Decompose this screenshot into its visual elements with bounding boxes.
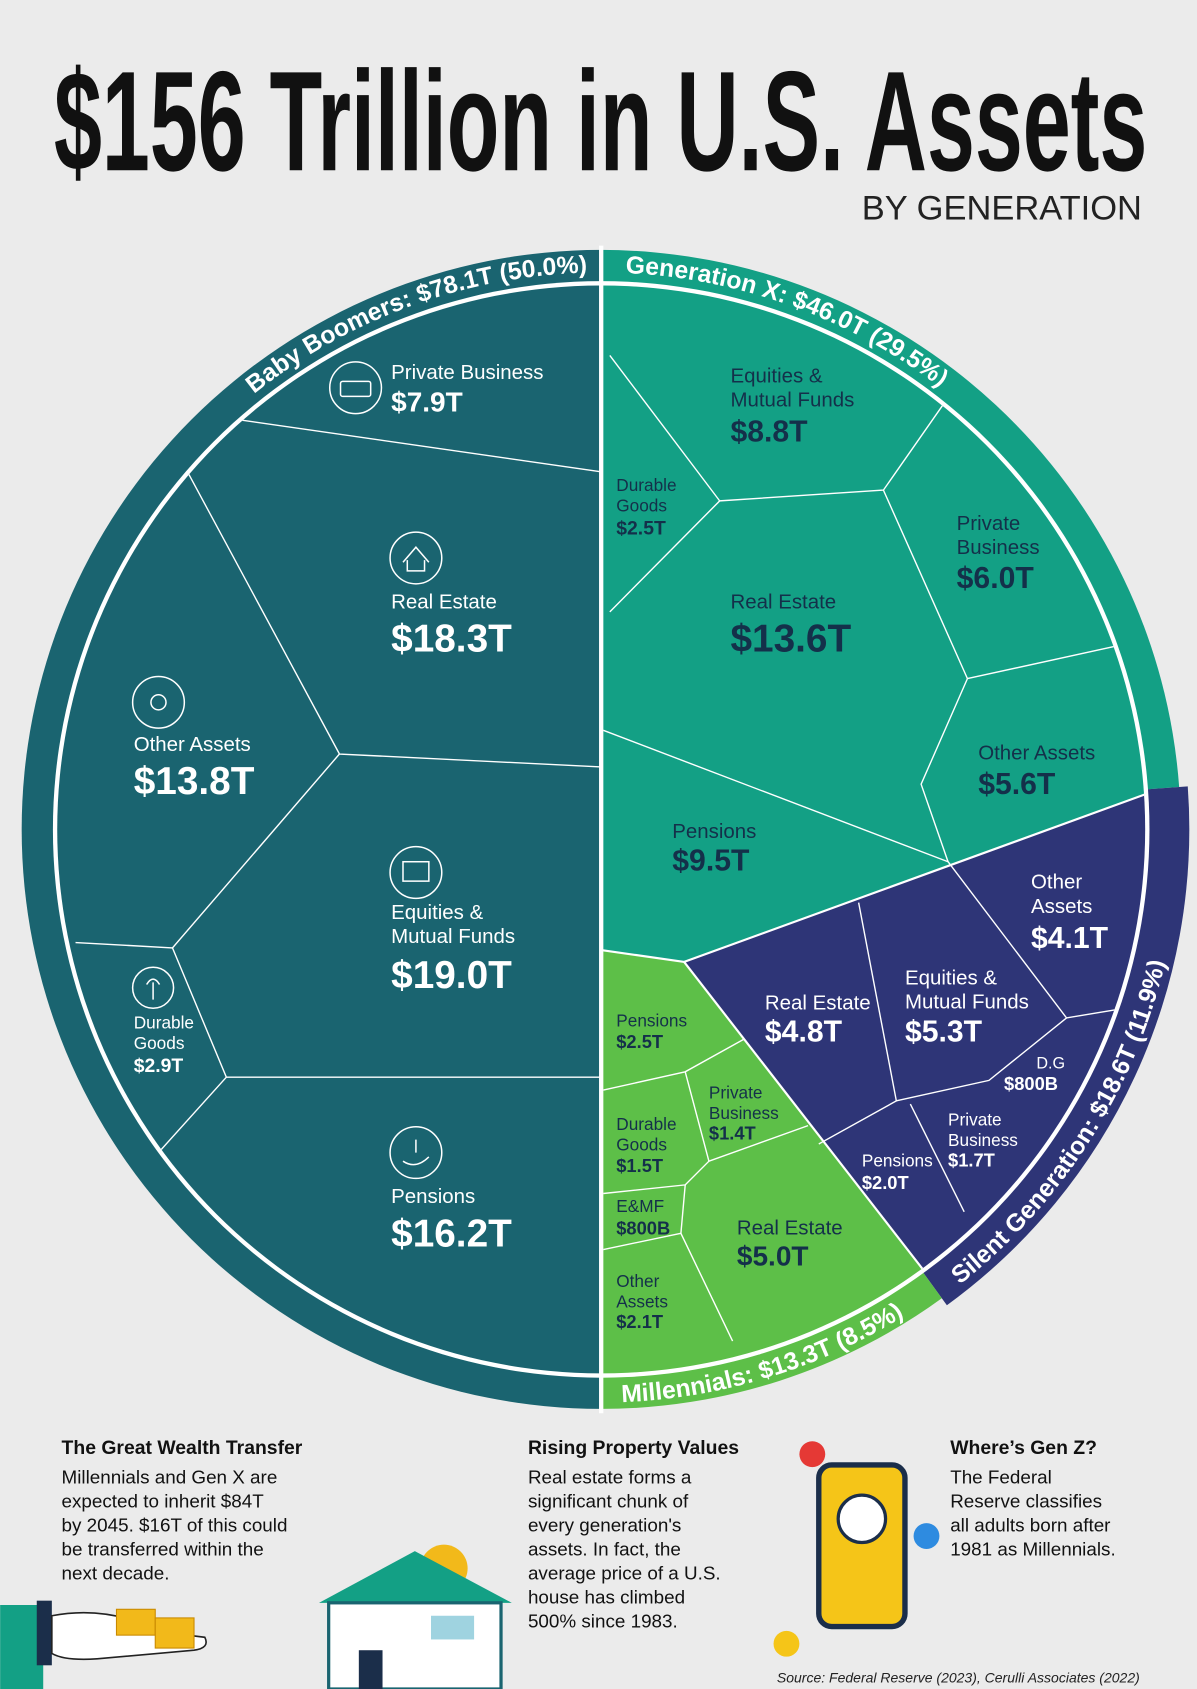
asset-name: Private (709, 1083, 763, 1103)
asset-name: Other Assets (978, 741, 1095, 764)
note-text: average price of a U.S. (528, 1562, 721, 1583)
asset-name: Other Assets (134, 733, 251, 756)
note-text: house has climbed (528, 1586, 685, 1607)
asset-name: Private Business (391, 361, 543, 384)
asset-value: $5.3T (905, 1016, 983, 1049)
asset-name: Goods (616, 1134, 667, 1154)
subtitle: BY GENERATION (862, 190, 1142, 228)
asset-name: Durable (616, 1114, 676, 1134)
asset-name: Assets (616, 1292, 668, 1312)
note-text: by 2045. $16T of this could (62, 1514, 288, 1535)
asset-value: $1.4T (709, 1123, 756, 1144)
asset-name: Pensions (862, 1151, 933, 1171)
asset-value: $4.8T (765, 1016, 843, 1049)
asset-name: D.G (1036, 1055, 1065, 1073)
source: Source: Federal Reserve (2023), Cerulli … (777, 1670, 1140, 1686)
note-title: Rising Property Values (528, 1437, 739, 1459)
asset-name: E&MF (616, 1196, 664, 1216)
note-title: The Great Wealth Transfer (62, 1437, 303, 1459)
asset-value: $6.0T (957, 562, 1035, 595)
title: $156 Trillion in U.S. Assets (54, 42, 1147, 201)
note-text: all adults born after (950, 1514, 1110, 1535)
asset-name: Business (948, 1130, 1018, 1150)
asset-name: Pensions (672, 820, 756, 843)
asset-value: $1.5T (616, 1155, 663, 1176)
asset-value: $800B (616, 1217, 670, 1238)
asset-name: Durable (134, 1013, 194, 1033)
asset-value: $2.9T (134, 1055, 184, 1077)
illustrations (0, 1441, 940, 1689)
asset-name: Mutual Funds (391, 925, 515, 948)
asset-name: Other (1031, 871, 1082, 894)
asset-value: $5.0T (737, 1241, 809, 1272)
asset-name: Business (709, 1103, 779, 1123)
asset-value: $13.8T (134, 760, 255, 803)
note-text: every generation's (528, 1514, 681, 1535)
asset-value: $9.5T (672, 844, 750, 877)
asset-name: Business (957, 536, 1040, 559)
asset-name: Mutual Funds (905, 991, 1029, 1014)
asset-name: Equities & (905, 967, 997, 990)
note-text: Millennials and Gen X are (62, 1466, 278, 1487)
asset-value: $19.0T (391, 954, 512, 997)
asset-name: Private (957, 512, 1021, 535)
asset-name: Pensions (616, 1011, 687, 1031)
note-text: be transferred within the (62, 1538, 264, 1559)
asset-name: Other (616, 1271, 659, 1291)
note-text: Reserve classifies (950, 1490, 1102, 1511)
asset-value: $2.0T (862, 1172, 909, 1193)
asset-value: $800B (1004, 1073, 1058, 1094)
asset-value: $2.5T (616, 1031, 663, 1052)
genx-area (601, 285, 1146, 962)
note-title: Where’s Gen Z? (950, 1437, 1097, 1459)
asset-name: Goods (616, 496, 667, 516)
asset-value: $1.7T (948, 1150, 995, 1171)
note-text: 500% since 1983. (528, 1610, 678, 1631)
asset-value: $4.1T (1031, 922, 1109, 955)
notes: The Great Wealth Transfer Millennials and… (62, 1437, 1116, 1631)
asset-name: Assets (1031, 895, 1092, 918)
asset-name: Real Estate (737, 1216, 843, 1239)
asset-name: Real Estate (730, 591, 836, 614)
asset-name: Real Estate (391, 591, 497, 614)
asset-value: $7.9T (391, 386, 463, 417)
asset-name: Goods (134, 1033, 185, 1053)
asset-value: $16.2T (391, 1212, 512, 1255)
note-text: The Federal (950, 1466, 1052, 1487)
note-text: significant chunk of (528, 1490, 689, 1511)
note-text: assets. In fact, the (528, 1538, 681, 1559)
note-text: Real estate forms a (528, 1466, 692, 1487)
asset-name: Private (948, 1110, 1002, 1130)
asset-name: Equities & (391, 901, 483, 924)
asset-value: $2.5T (616, 517, 666, 539)
note-text: expected to inherit $84T (62, 1490, 265, 1511)
note-text: next decade. (62, 1562, 170, 1583)
asset-value: $5.6T (978, 768, 1056, 801)
asset-value: $8.8T (730, 416, 808, 449)
asset-name: Pensions (391, 1185, 475, 1208)
note-text: 1981 as Millennials. (950, 1538, 1115, 1559)
asset-name: Equities & (730, 364, 822, 387)
asset-name: Durable (616, 475, 676, 495)
asset-value: $2.1T (616, 1311, 663, 1332)
asset-name: Real Estate (765, 991, 871, 1014)
asset-value: $13.6T (730, 618, 851, 661)
icons (131, 361, 443, 1180)
asset-value: $18.3T (391, 618, 512, 661)
asset-name: Mutual Funds (730, 389, 854, 412)
